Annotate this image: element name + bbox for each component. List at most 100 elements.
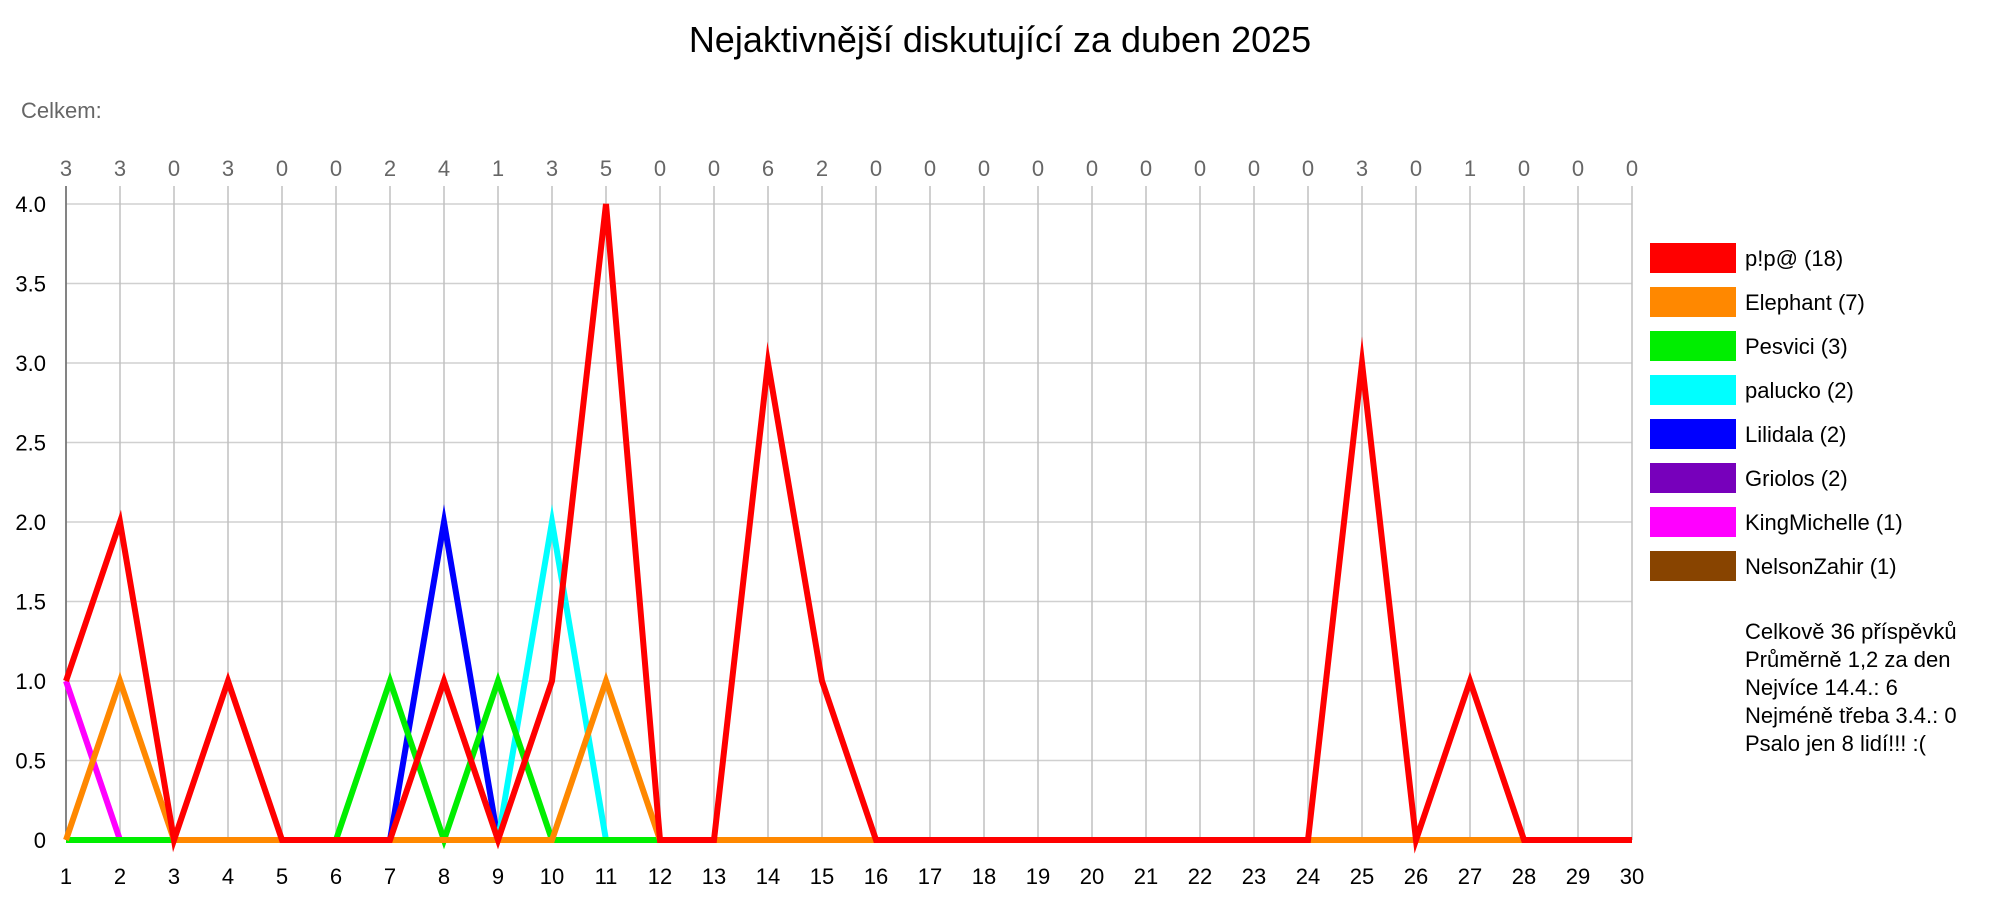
x-tick-label: 4	[222, 864, 234, 889]
legend-swatch	[1650, 331, 1736, 361]
daily-total-label: 0	[330, 156, 342, 181]
summary-stats: Celkově 36 příspěvků Průměrně 1,2 za den N…	[1745, 619, 1957, 756]
x-tick-label: 5	[276, 864, 288, 889]
legend-swatch	[1650, 463, 1736, 493]
x-tick-label: 7	[384, 864, 396, 889]
x-tick-label: 19	[1026, 864, 1050, 889]
x-tick-label: 11	[595, 864, 618, 889]
x-tick-label: 6	[330, 864, 342, 889]
y-tick-label: 0.5	[15, 749, 46, 774]
y-tick-label: 4.0	[15, 192, 46, 217]
y-tick-label: 0	[34, 828, 46, 853]
legend-swatch	[1650, 419, 1736, 449]
daily-total-label: 1	[1464, 156, 1476, 181]
daily-total-label: 3	[222, 156, 234, 181]
x-tick-label: 8	[438, 864, 450, 889]
x-tick-label: 28	[1512, 864, 1536, 889]
legend-label: Lilidala (2)	[1745, 422, 1847, 447]
legend-label: Elephant (7)	[1745, 290, 1865, 315]
summary-stat-line: Průměrně 1,2 za den	[1745, 647, 1950, 672]
daily-total-label: 3	[1356, 156, 1368, 181]
legend-swatch	[1650, 551, 1736, 581]
x-tick-label: 14	[756, 864, 780, 889]
x-tick-label: 22	[1188, 864, 1212, 889]
grid-lines	[65, 186, 1633, 841]
daily-total-label: 1	[492, 156, 504, 181]
daily-total-label: 0	[1626, 156, 1638, 181]
y-tick-label: 1.0	[15, 669, 46, 694]
daily-total-label: 0	[1410, 156, 1422, 181]
daily-total-label: 0	[924, 156, 936, 181]
daily-total-label: 0	[276, 156, 288, 181]
daily-total-label: 4	[438, 156, 450, 181]
series-line-p-p-	[63, 203, 1632, 854]
x-tick-label: 9	[492, 864, 504, 889]
daily-total-label: 6	[762, 156, 774, 181]
legend-swatch	[1650, 287, 1736, 317]
daily-total-label: 0	[708, 156, 720, 181]
legend-swatch	[1650, 375, 1736, 405]
daily-total-label: 3	[114, 156, 126, 181]
legend-swatch	[1650, 243, 1736, 273]
x-tick-label: 16	[864, 864, 888, 889]
legend-label: Griolos (2)	[1745, 466, 1848, 491]
x-tick-label: 20	[1080, 864, 1104, 889]
x-tick-label: 30	[1620, 864, 1644, 889]
daily-total-label: 0	[168, 156, 180, 181]
daily-total-label: 0	[870, 156, 882, 181]
legend: p!p@ (18) Elephant (7) Pesvici (3) palucko …	[1650, 243, 1903, 581]
daily-total-label: 0	[1248, 156, 1260, 181]
summary-stat-line: Nejméně třeba 3.4.: 0	[1745, 703, 1957, 728]
x-tick-label: 18	[972, 864, 996, 889]
daily-total-label: 0	[1140, 156, 1152, 181]
daily-total-label: 0	[1518, 156, 1530, 181]
x-tick-label: 23	[1242, 864, 1266, 889]
legend-label: NelsonZahir (1)	[1745, 554, 1897, 579]
daily-total-label: 5	[600, 156, 612, 181]
legend-swatch	[1650, 507, 1736, 537]
daily-total-label: 3	[546, 156, 558, 181]
daily-total-label: 0	[1032, 156, 1044, 181]
x-tick-label: 2	[114, 864, 126, 889]
x-tick-label: 21	[1134, 864, 1158, 889]
daily-total-label: 0	[1194, 156, 1206, 181]
x-tick-label: 13	[702, 864, 726, 889]
daily-total-label: 0	[1302, 156, 1314, 181]
chart-title: Nejaktivnější diskutující za duben 2025	[689, 19, 1311, 60]
summary-stat-line: Celkově 36 příspěvků	[1745, 619, 1957, 644]
x-tick-label: 25	[1350, 864, 1374, 889]
x-tick-label: 15	[810, 864, 834, 889]
y-tick-label: 3.5	[15, 272, 46, 297]
legend-label: KingMichelle (1)	[1745, 510, 1903, 535]
daily-total-label: 3	[60, 156, 72, 181]
daily-total-label: 0	[654, 156, 666, 181]
y-tick-label: 2.5	[15, 431, 46, 456]
x-tick-label: 1	[60, 864, 72, 889]
x-tick-label: 17	[918, 864, 942, 889]
summary-stat-line: Nejvíce 14.4.: 6	[1745, 675, 1898, 700]
summary-stat-line: Psalo jen 8 lidí!!! :(	[1745, 731, 1927, 756]
y-tick-label: 3.0	[15, 351, 46, 376]
x-tick-label: 27	[1458, 864, 1482, 889]
x-tick-label: 29	[1566, 864, 1590, 889]
daily-total-label: 2	[384, 156, 396, 181]
y-axis-labels: 0 0.5 1.0 1.5 2.0 2.5 3.0 3.5 4.0	[15, 192, 46, 853]
daily-total-label: 0	[1086, 156, 1098, 181]
legend-label: Pesvici (3)	[1745, 334, 1848, 359]
y-tick-label: 2.0	[15, 510, 46, 535]
daily-total-label: 2	[816, 156, 828, 181]
x-tick-label: 12	[648, 864, 672, 889]
x-tick-label: 3	[168, 864, 180, 889]
legend-label: palucko (2)	[1745, 378, 1854, 403]
daily-total-label: 0	[1572, 156, 1584, 181]
y-tick-label: 1.5	[15, 590, 46, 615]
x-axis-labels: 1 2 3 4 5 6 7 8 9 10 11 12 13 14 15 16 17 18 19 20 21 22 23 24 2…	[60, 864, 1644, 889]
x-tick-label: 24	[1296, 864, 1320, 889]
chart-subtitle: Celkem:	[21, 98, 102, 123]
legend-label: p!p@ (18)	[1745, 246, 1843, 271]
series-lines	[63, 203, 1632, 854]
daily-total-label: 0	[978, 156, 990, 181]
x-tick-label: 10	[540, 864, 564, 889]
x-tick-label: 26	[1404, 864, 1428, 889]
